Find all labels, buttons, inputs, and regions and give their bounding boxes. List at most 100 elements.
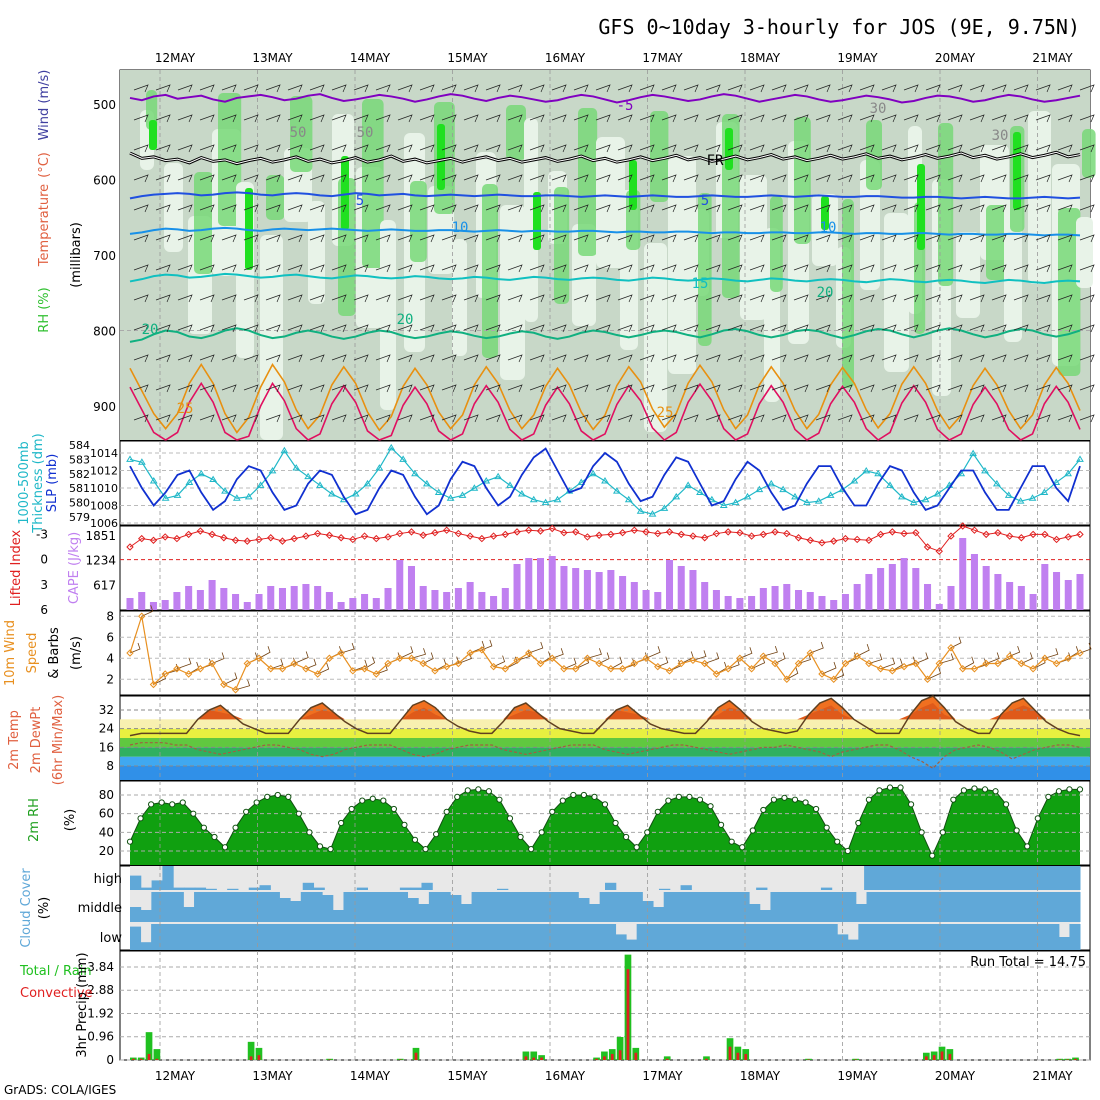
thickness-marker xyxy=(553,495,562,503)
upper-wind-barb xyxy=(155,354,171,363)
cloud-cell xyxy=(313,887,325,890)
thickness-marker xyxy=(173,491,182,498)
cloud-cell xyxy=(909,892,921,922)
cloud-cell xyxy=(1058,866,1070,890)
bottom-date-label: 18MAY xyxy=(740,1069,781,1083)
cloud-cell xyxy=(647,924,659,950)
upper-wind-barb xyxy=(551,354,567,363)
precip-convective-bar xyxy=(147,1053,151,1060)
cape-bar xyxy=(1076,574,1084,610)
upper-wind-barb xyxy=(441,384,457,393)
bottom-date-label: 15MAY xyxy=(447,1069,488,1083)
upper-wind-barb xyxy=(947,384,963,393)
precip-total-bar xyxy=(153,1049,161,1060)
cape-bar xyxy=(912,568,920,610)
contour-label: 5 xyxy=(356,193,364,209)
upper-wind-barb xyxy=(727,354,743,363)
upper-wind-barb xyxy=(661,354,677,363)
upper-wind-barb xyxy=(749,384,765,393)
cloud-cell xyxy=(311,892,323,922)
upper-wind-barb xyxy=(705,114,721,123)
lifted-index-marker xyxy=(818,539,826,547)
thickness-marker xyxy=(767,479,776,487)
upper-wind-barb xyxy=(595,264,611,273)
rh-dry-region xyxy=(644,243,667,432)
cloud-cell xyxy=(866,892,878,922)
upper-wind-barb xyxy=(793,144,809,153)
cape-bar xyxy=(665,560,674,610)
cloud-cell xyxy=(763,924,775,950)
cape-bar xyxy=(501,588,509,610)
upper-wind-barb xyxy=(639,294,655,303)
lifted-index-marker xyxy=(959,522,967,530)
wind-speed-marker xyxy=(501,665,510,673)
cloud-cell xyxy=(834,892,846,922)
lifted-index-marker xyxy=(1076,530,1084,539)
bottom-date-axis: 12MAY 13MAY 14MAY 15MAY 16MAY 17MAY 18MAY 19MAY… xyxy=(155,1069,1073,1083)
upper-wind-barb xyxy=(287,294,303,303)
precip-convective-bar xyxy=(618,1050,622,1060)
panel-precip: 0 0.96 1.92 2.88 3.84 Run Total = 14.75 Total … xyxy=(19,950,1091,1067)
contour-label: 30 xyxy=(992,128,1009,144)
upper-wind-barb xyxy=(925,324,941,333)
cloud-cell xyxy=(298,924,310,950)
thickness-marker xyxy=(506,481,514,488)
rh-marker xyxy=(654,808,661,815)
upper-wind-barb xyxy=(463,294,479,303)
rh-marker xyxy=(601,801,609,808)
cape-bar xyxy=(396,560,404,610)
bottom-date-label: 20MAY xyxy=(935,1069,976,1083)
bottom-date-label: 12MAY xyxy=(155,1069,196,1083)
wind-speed-marker xyxy=(325,654,334,662)
upper-wind-barb xyxy=(353,234,369,243)
thickness-marker xyxy=(185,478,194,485)
surface-wind-barb xyxy=(856,644,870,657)
upper-wind-barb xyxy=(727,324,743,333)
wind-speed-marker xyxy=(196,665,205,673)
upper-wind-barb xyxy=(925,114,941,123)
cloud-cell xyxy=(855,904,868,922)
temp-color-band xyxy=(120,719,1090,729)
upper-wind-barb xyxy=(991,234,1007,243)
upper-wind-barb xyxy=(969,324,985,333)
lifted-index-marker xyxy=(783,529,791,538)
cloud-cell xyxy=(259,885,271,890)
wind-speed-marker xyxy=(724,665,732,673)
upper-wind-barb xyxy=(683,324,699,333)
upper-wind-barb xyxy=(881,174,897,183)
upper-wind-barb xyxy=(837,384,853,393)
upper-wind-barb xyxy=(727,264,743,273)
upper-wind-barb xyxy=(221,234,237,243)
upper-wind-barb xyxy=(551,324,567,333)
li-tick-label: 3 xyxy=(40,578,48,592)
slp-tick-label: 1010 xyxy=(90,482,118,495)
surface-wind-barb xyxy=(915,652,929,664)
wind-speed-marker xyxy=(747,665,756,673)
upper-wind-barb xyxy=(683,204,699,213)
wind-speed-marker xyxy=(466,649,474,657)
precip-convective-bar xyxy=(540,1057,543,1060)
upper-wind-barb xyxy=(749,84,765,93)
precip-convective-bar xyxy=(924,1056,928,1060)
wind-tick-label: 2 xyxy=(106,672,114,686)
cape-bar xyxy=(372,598,380,610)
rh-marker xyxy=(760,806,767,814)
upper-wind-barb xyxy=(573,324,589,333)
rh-tick-label: 40 xyxy=(99,825,114,839)
lifted-index-marker xyxy=(536,527,545,535)
upper-wind-barb xyxy=(727,174,743,183)
cloud-cell xyxy=(974,924,986,950)
upper-wind-barb xyxy=(683,264,699,273)
upper-wind-barb xyxy=(155,324,171,333)
lifted-index-marker xyxy=(337,534,345,542)
upper-wind-barb xyxy=(287,144,303,153)
lifted-index-marker xyxy=(747,532,756,540)
upper-wind-barb xyxy=(419,114,435,123)
cloud-cell xyxy=(695,892,707,922)
precip-convective-bar xyxy=(744,1053,748,1060)
wind-speed-marker xyxy=(806,649,814,657)
precip-convective-bar xyxy=(249,1056,253,1060)
rh-dry-region xyxy=(524,118,538,322)
cloud-cell xyxy=(362,924,374,950)
freezing-level-line-inner xyxy=(129,151,1081,165)
